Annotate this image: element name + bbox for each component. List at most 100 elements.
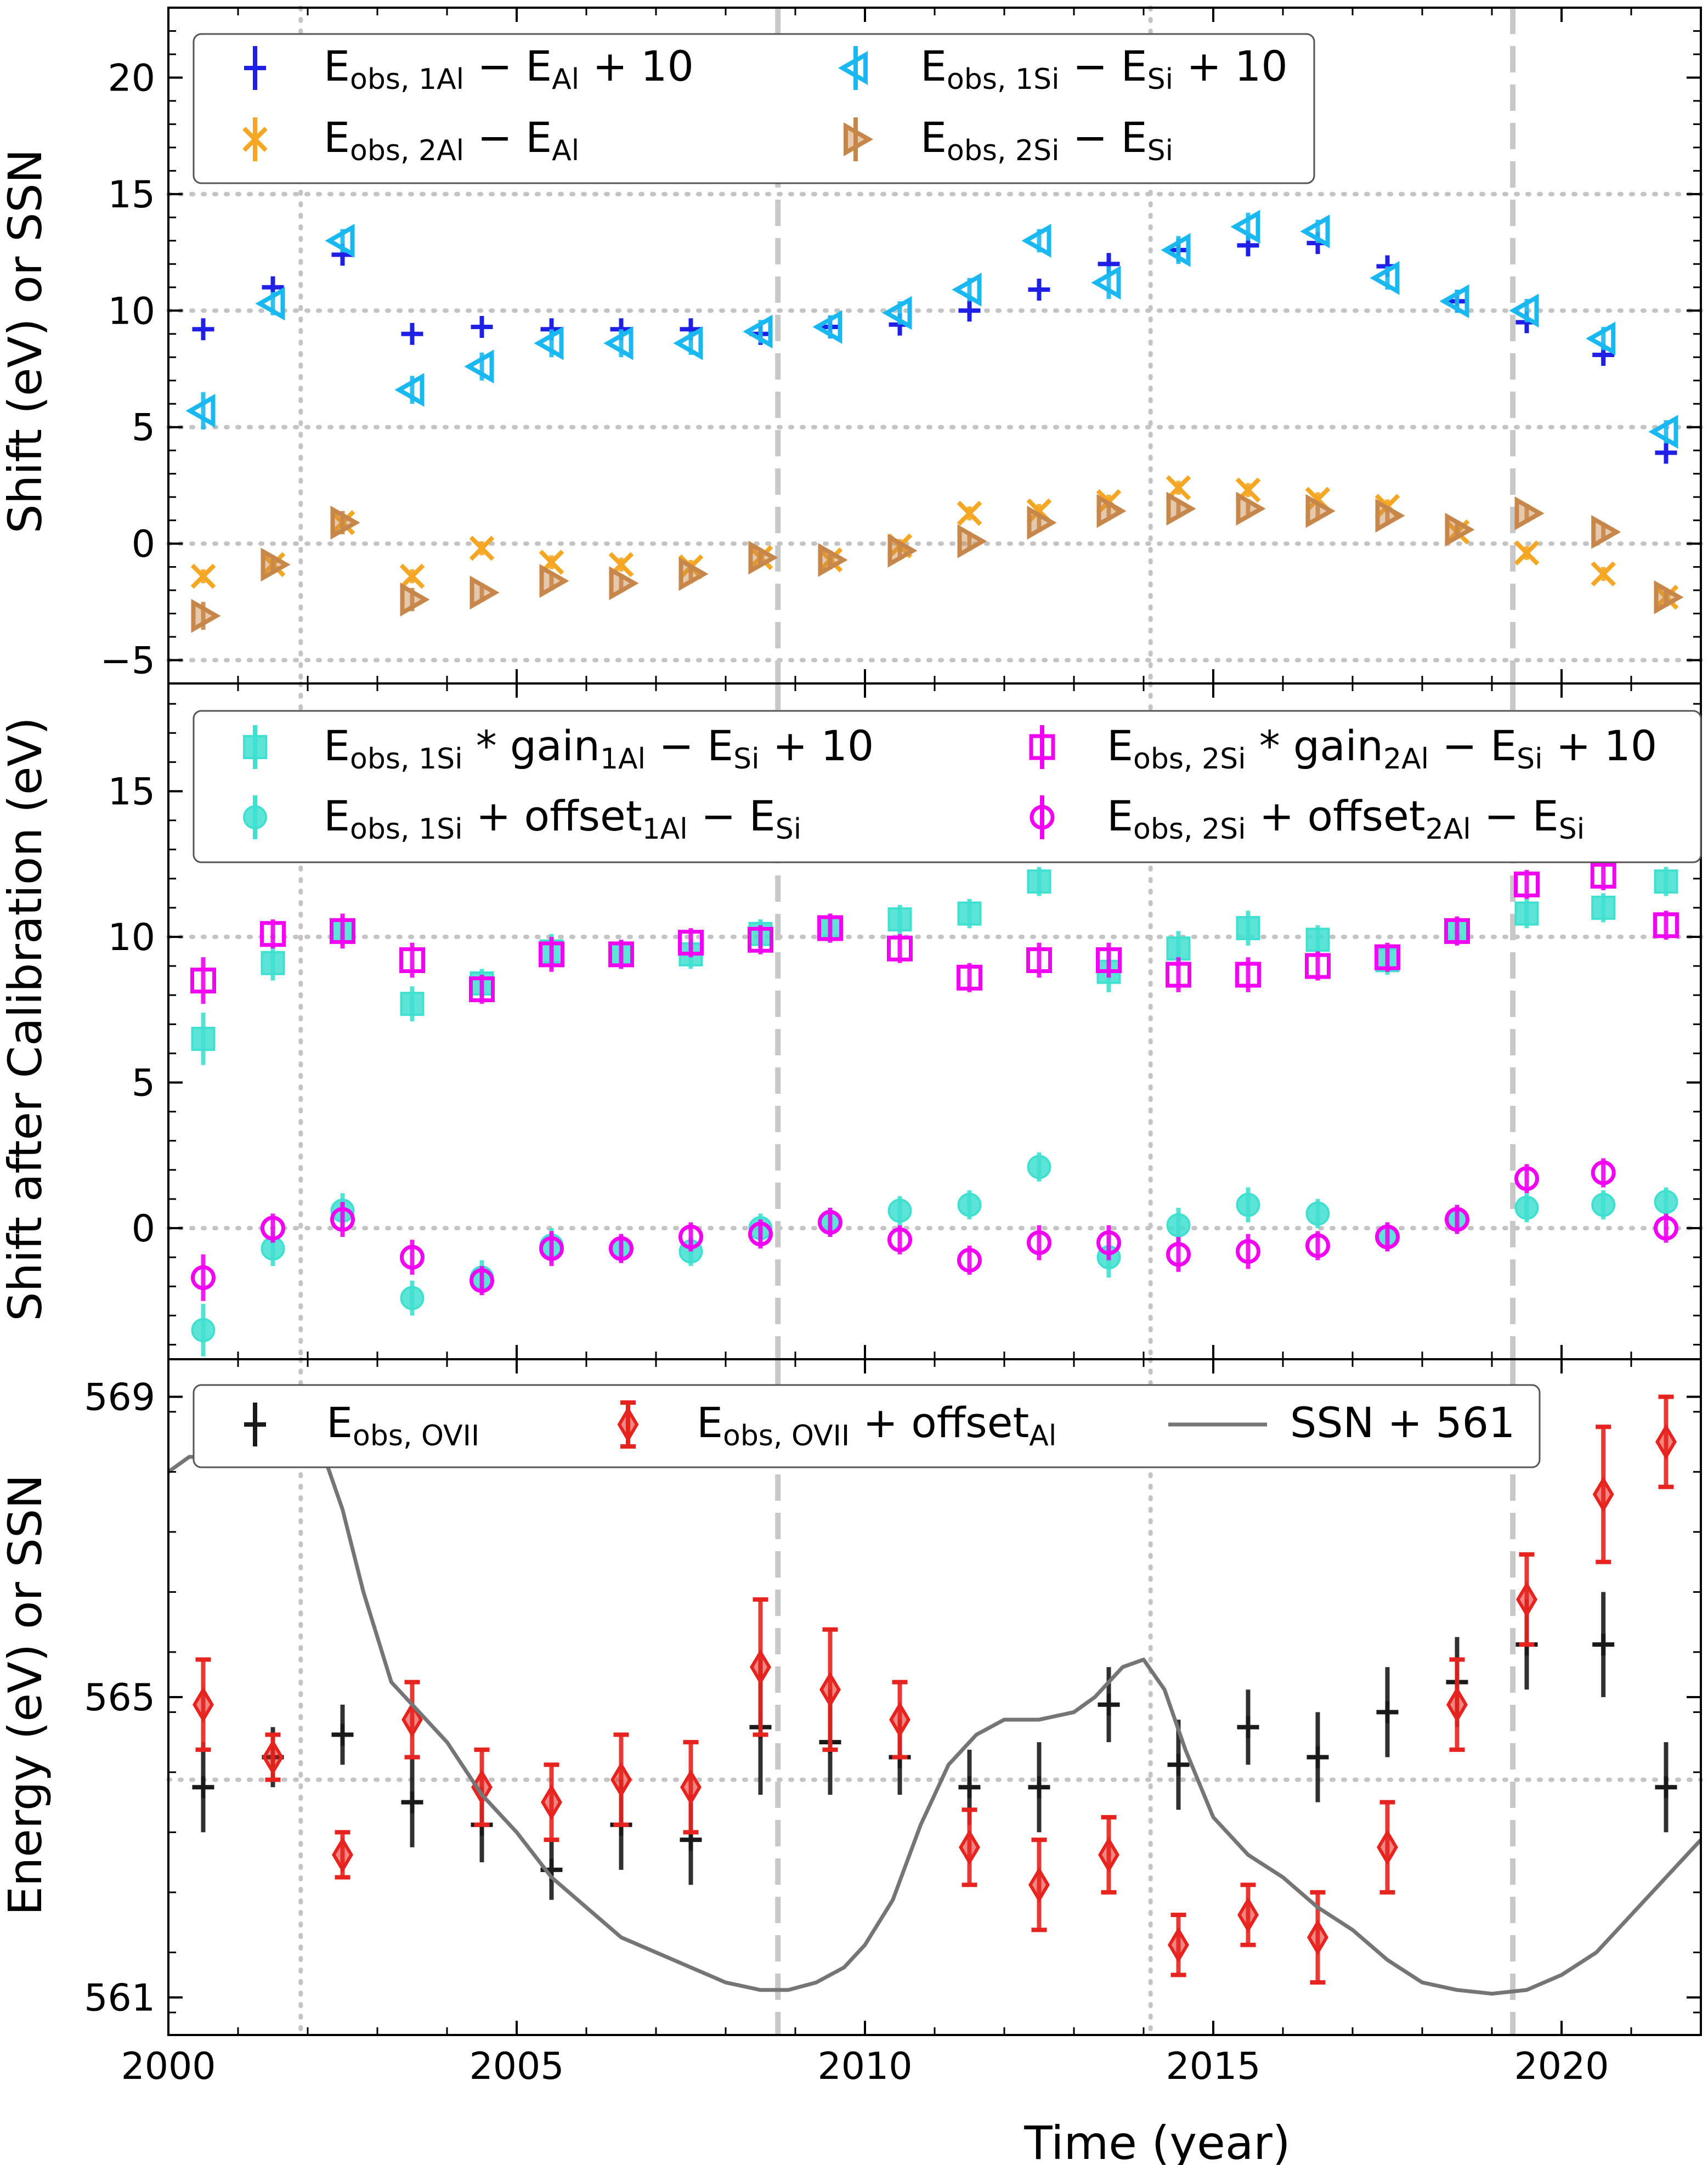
legend-top-frame [193, 33, 1315, 184]
point-o2 [1445, 1207, 1469, 1232]
point-g1 [1166, 936, 1191, 961]
point-ovii [1655, 1776, 1677, 1799]
point-g1 [261, 951, 285, 975]
legend-bottom-frame [193, 1384, 1541, 1468]
y-tick-label: 10 [108, 290, 155, 333]
legend-label-g1: Eobs, 1Si * gain1Al − ESi + 10 [324, 721, 874, 776]
y-tick-label: 565 [84, 1676, 155, 1720]
legend-marker-e2si [844, 117, 874, 161]
legend-symbol [244, 1414, 266, 1435]
x-tick-label: 2015 [1166, 2045, 1260, 2088]
point-o2 [1305, 1233, 1330, 1258]
point-ovii [1098, 1693, 1120, 1716]
legend-symbol [1029, 734, 1055, 760]
point-e2si [191, 598, 221, 633]
point-e1si [1370, 261, 1400, 295]
point-e2si [330, 505, 360, 540]
point-ovii_off [332, 1836, 353, 1873]
point-e1si [952, 273, 982, 307]
point-ovii_off [262, 1739, 284, 1776]
point-g1 [1236, 916, 1260, 941]
point-e1si [394, 372, 425, 407]
panel-middle: 0 5 10 15 [108, 681, 1703, 1361]
panel-bottom: 561 565 569 2000 2005 2010 2015 2020 [84, 1357, 1703, 2088]
legend-middle-frame [193, 710, 1702, 863]
y-tick-label: 569 [84, 1376, 155, 1419]
point-g2 [539, 941, 564, 968]
point-ovii_off [1377, 1829, 1398, 1866]
point-e2si [1375, 499, 1405, 533]
legend-symbol [617, 1406, 639, 1443]
y-tick-label: 15 [108, 173, 155, 217]
point-o2 [1514, 1166, 1539, 1191]
legend-symbol [1030, 805, 1055, 830]
point-o2 [1027, 1230, 1051, 1256]
point-e1si [1648, 415, 1678, 449]
point-g2 [887, 935, 913, 962]
point-e1si [882, 296, 912, 330]
point-g2 [399, 947, 425, 973]
point-ovii [1592, 1633, 1615, 1656]
point-ovii_off [889, 1702, 910, 1738]
point-e2al [957, 501, 982, 526]
point-e1si [1230, 210, 1260, 244]
point-e2si [818, 542, 848, 577]
point-g2 [1653, 912, 1679, 939]
legend-marker-e1al [244, 46, 266, 90]
point-ovii_off [680, 1769, 702, 1806]
point-g2 [1096, 947, 1122, 973]
point-e1si [812, 310, 842, 344]
point-g2 [260, 921, 286, 947]
point-e2si [1305, 494, 1336, 528]
point-e2si [957, 524, 987, 558]
point-o2 [470, 1268, 494, 1293]
point-e2al [1591, 561, 1616, 587]
point-o1 [1027, 1155, 1051, 1179]
point-o2 [1375, 1224, 1400, 1250]
point-e2si [1654, 580, 1684, 614]
point-o2 [1591, 1160, 1616, 1185]
point-ovii_off [959, 1829, 980, 1866]
point-ovii [1028, 1776, 1050, 1799]
point-e1si [1021, 223, 1051, 258]
y-axis-label-bottom: Energy (eV) or SSN [0, 1474, 52, 1915]
point-o1 [1654, 1190, 1678, 1214]
point-e1si [743, 314, 773, 349]
point-e1si [603, 326, 634, 360]
y-tick-label: 5 [132, 1062, 155, 1105]
point-ovii_off [750, 1649, 771, 1686]
point-g2 [608, 941, 634, 968]
point-e2si [1445, 512, 1475, 547]
point-o2 [330, 1207, 355, 1232]
point-ovii_off [1307, 1919, 1328, 1955]
y-tick-label: 10 [108, 916, 155, 959]
y-axis-label-top: Shift (eV) or SSN [0, 149, 52, 533]
point-ovii_off [1098, 1836, 1119, 1873]
legend-symbol [244, 57, 266, 79]
x-tick-label: 2000 [121, 2045, 216, 2088]
point-e1al [401, 323, 423, 345]
point-o2 [1166, 1242, 1191, 1267]
point-o2 [678, 1224, 703, 1250]
point-g2 [1514, 871, 1540, 897]
point-g2 [1590, 862, 1616, 889]
series-line-ssn [168, 1440, 1701, 1996]
legend-marker-e2al [242, 117, 268, 161]
point-e1al [958, 299, 981, 322]
legend-symbol [838, 51, 868, 85]
y-tick-label: 20 [108, 56, 155, 100]
legend-label-o2: Eobs, 2Si + offset2Al − ESi [1107, 792, 1585, 846]
point-e1si [1586, 321, 1616, 356]
point-o1 [887, 1199, 912, 1223]
point-g2 [190, 968, 216, 994]
legend-label-o1: Eobs, 1Si + offset1Al − ESi [324, 792, 801, 846]
point-ovii_off [1028, 1867, 1050, 1903]
legend-marker-e1si [838, 46, 868, 90]
point-o1 [1236, 1192, 1260, 1217]
y-tick-label: 5 [132, 406, 155, 450]
point-ovii [1167, 1754, 1190, 1776]
legend-marker-o1 [243, 795, 267, 839]
point-ovii_off [1592, 1476, 1614, 1513]
x-tick-label: 2020 [1514, 2045, 1609, 2088]
